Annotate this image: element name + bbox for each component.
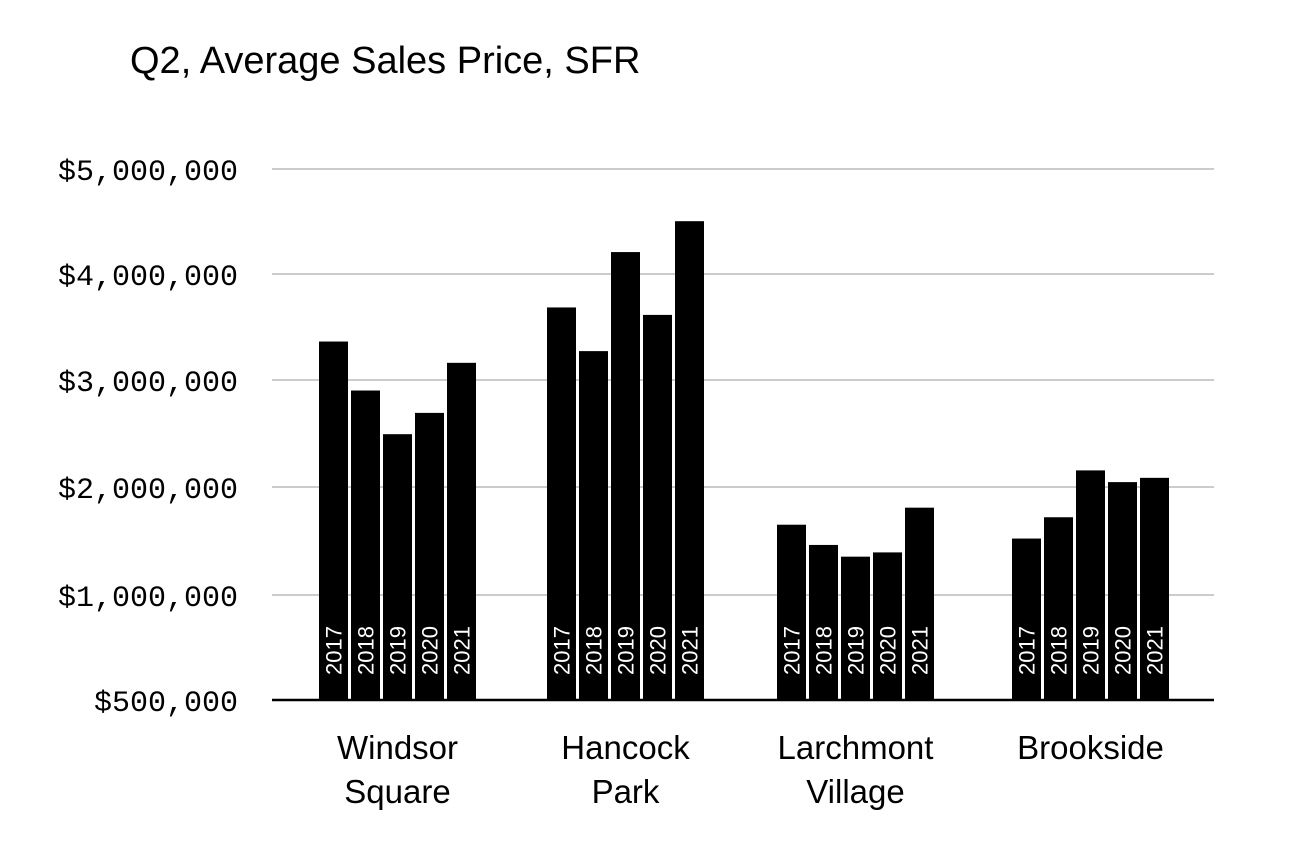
- bar-year-label: 2017: [1015, 626, 1040, 675]
- bar: [351, 390, 380, 700]
- y-axis-ticks: $500,000 $1,000,000 $2,000,000 $3,000,000 $4…: [58, 156, 238, 721]
- bar-year-label: 2017: [780, 626, 805, 675]
- y-tick-label: $4,000,000: [58, 261, 238, 295]
- bar: [873, 552, 902, 700]
- y-tick-label: $500,000: [94, 687, 238, 721]
- bar-year-label: 2018: [812, 626, 837, 675]
- bar: [611, 252, 640, 700]
- x-category-label: Hancock: [561, 729, 690, 766]
- chart-title: Q2, Average Sales Price, SFR: [130, 40, 640, 82]
- bar: [415, 412, 444, 700]
- bar: [1012, 538, 1041, 700]
- bar: [777, 524, 806, 700]
- bar-year-label: 2020: [418, 626, 443, 675]
- bar-year-label: 2017: [322, 626, 347, 675]
- bar-year-label: 2021: [1143, 626, 1168, 675]
- x-category-label: Square: [344, 773, 450, 810]
- x-category-label: Village: [806, 773, 904, 810]
- x-category-label: Windsor: [337, 729, 458, 766]
- bar: [447, 362, 476, 700]
- x-category-label: Brookside: [1017, 729, 1164, 766]
- bar: [383, 434, 412, 700]
- bar: [643, 314, 672, 700]
- bar: [1076, 470, 1105, 700]
- bar-year-label: 2018: [1047, 626, 1072, 675]
- bar-year-label: 2018: [354, 626, 379, 675]
- bar-year-label: 2021: [678, 626, 703, 675]
- bar-year-label: 2018: [582, 626, 607, 675]
- bar: [841, 556, 870, 700]
- y-tick-label: $5,000,000: [58, 156, 238, 190]
- x-category-label: Larchmont: [778, 729, 934, 766]
- bar: [675, 221, 704, 700]
- bar: [1044, 517, 1073, 700]
- bar: [809, 544, 838, 700]
- bar: [319, 341, 348, 700]
- bar-year-label: 2019: [614, 626, 639, 675]
- bar-year-label: 2020: [1111, 626, 1136, 675]
- bar-year-label: 2019: [386, 626, 411, 675]
- y-tick-label: $3,000,000: [58, 367, 238, 401]
- y-tick-label: $1,000,000: [58, 582, 238, 616]
- bar-year-label: 2019: [1079, 626, 1104, 675]
- bar: [579, 351, 608, 700]
- bar-year-label: 2020: [646, 626, 671, 675]
- bar-year-label: 2021: [450, 626, 475, 675]
- x-axis-categories: Windsor Square Hancock Park Larchmont Village…: [337, 729, 1164, 810]
- x-category-label: Park: [592, 773, 660, 810]
- bar-year-label: 2021: [908, 626, 933, 675]
- y-tick-label: $2,000,000: [58, 474, 238, 508]
- bar: [1108, 482, 1137, 700]
- bar: [905, 507, 934, 700]
- bar: [547, 307, 576, 700]
- bar-year-label: 2017: [550, 626, 575, 675]
- bars: 2017 2018 2019 2020 2021 2017 2018 2019 2020 2021…: [319, 221, 1169, 700]
- bar-year-label: 2019: [844, 626, 869, 675]
- bar-year-label: 2020: [876, 626, 901, 675]
- bar: [1140, 477, 1169, 700]
